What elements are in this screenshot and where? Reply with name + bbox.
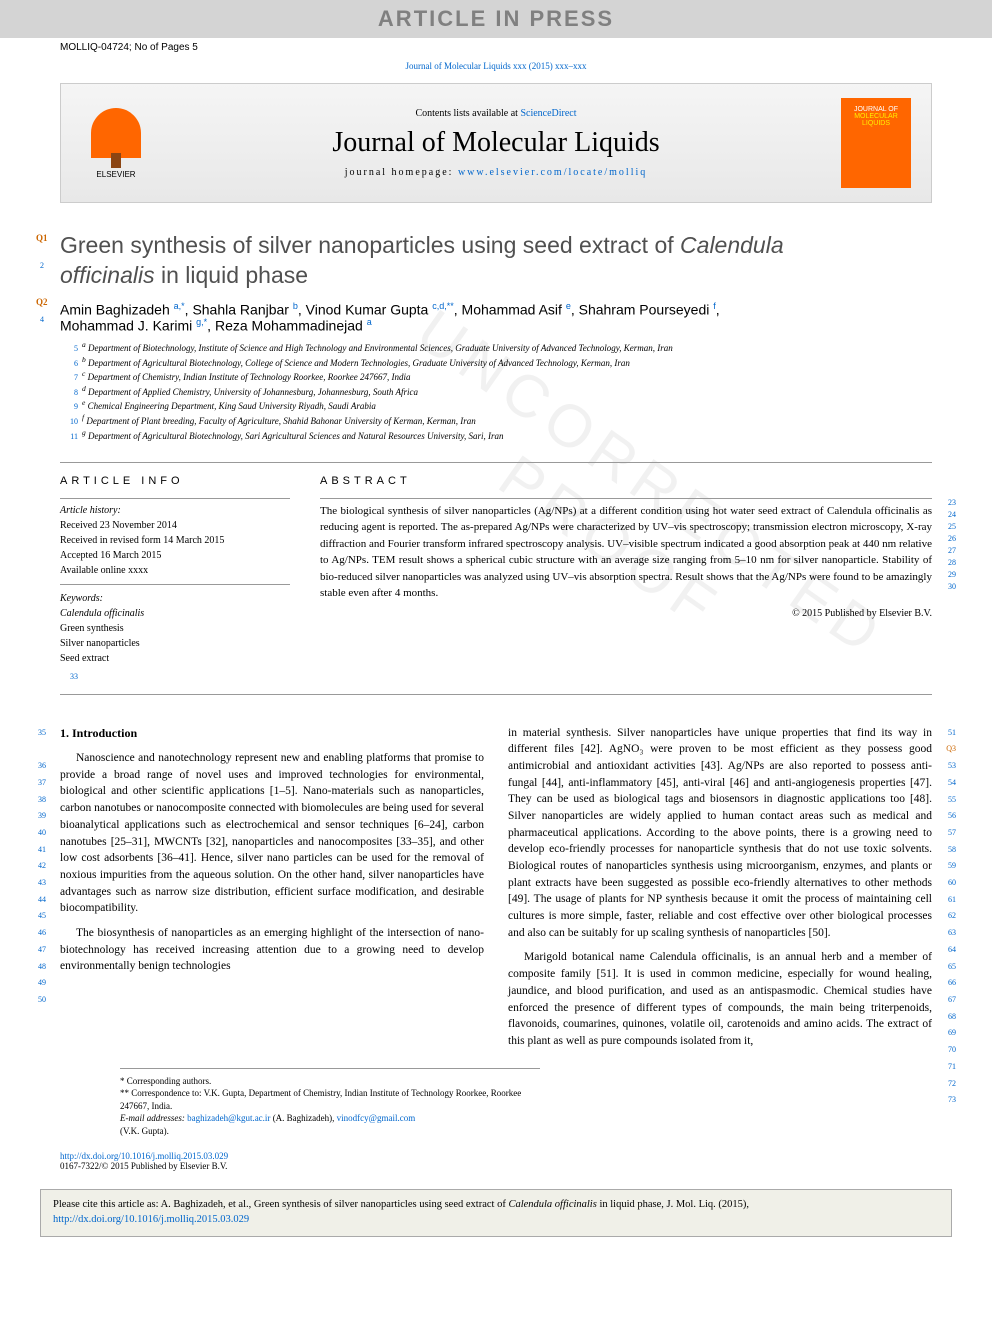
doi-block: http://dx.doi.org/10.1016/j.molliq.2015.… xyxy=(0,1143,992,1179)
email-link[interactable]: vinodfcy@gmail.com xyxy=(337,1113,416,1123)
paragraph: The biosynthesis of nanoparticles as an … xyxy=(60,925,484,975)
abstract-text: The biological synthesis of silver nanop… xyxy=(320,503,932,602)
homepage-link[interactable]: www.elsevier.com/locate/molliq xyxy=(458,167,647,178)
paragraph: Marigold botanical name Calendula offici… xyxy=(508,949,932,1049)
copyright-line: © 2015 Published by Elsevier B.V. xyxy=(320,606,932,621)
intro-heading: 1. Introduction xyxy=(60,725,484,742)
line-num: 4 xyxy=(40,315,44,324)
line-num: 2 xyxy=(40,261,44,270)
column-right: 51Q3535455565758596061626364656667686970… xyxy=(508,725,932,1058)
affiliations: 5a Department of Biotechnology, Institut… xyxy=(60,340,932,442)
divider xyxy=(60,462,932,463)
email-link[interactable]: baghizadeh@kgut.ac.ir xyxy=(187,1113,270,1123)
article-info-block: 12 1314151617 181920212231 ARTICLE INFO … xyxy=(60,473,290,666)
journal-banner: ELSEVIER Contents lists available at Sci… xyxy=(60,83,932,203)
column-left: 35 363738394041424344454647484950 1. Int… xyxy=(60,725,484,1058)
abstract-block: 2324252627282930 ABSTRACT The biological… xyxy=(320,473,932,666)
journal-cover-thumb: JOURNAL OF MOLECULAR LIQUIDS xyxy=(841,98,911,188)
elsevier-tree-icon xyxy=(91,108,141,158)
elsevier-text: ELSEVIER xyxy=(96,170,135,179)
homepage-line: journal homepage: www.elsevier.com/locat… xyxy=(151,167,841,178)
footnotes: * Corresponding authors. ** Corresponden… xyxy=(120,1068,540,1144)
article-in-press-banner: ARTICLE IN PRESS xyxy=(0,0,992,38)
document-id: MOLLIQ-04724; No of Pages 5 xyxy=(60,42,198,53)
contents-line: Contents lists available at ScienceDirec… xyxy=(151,108,841,119)
paragraph: Nanoscience and nanotechnology represent… xyxy=(60,750,484,917)
sciencedirect-link[interactable]: ScienceDirect xyxy=(520,108,576,119)
citation-doi-link[interactable]: http://dx.doi.org/10.1016/j.molliq.2015.… xyxy=(53,1214,249,1225)
q2-marker: Q2 xyxy=(36,297,48,307)
authors-list: Amin Baghizadeh a,*, Shahla Ranjbar b, V… xyxy=(60,301,932,334)
journal-ref-link[interactable]: Journal of Molecular Liquids xxx (2015) … xyxy=(406,61,587,71)
doi-link[interactable]: http://dx.doi.org/10.1016/j.molliq.2015.… xyxy=(60,1151,228,1161)
citation-box: Please cite this article as: A. Baghizad… xyxy=(40,1189,952,1236)
elsevier-logo: ELSEVIER xyxy=(81,103,151,183)
abstract-heading: ABSTRACT xyxy=(320,473,932,490)
divider xyxy=(60,694,932,695)
paragraph: in material synthesis. Silver nanopartic… xyxy=(508,725,932,942)
journal-title: Journal of Molecular Liquids xyxy=(151,127,841,159)
body-text: 35 363738394041424344454647484950 1. Int… xyxy=(0,705,992,1068)
article-title: Green synthesis of silver nanoparticles … xyxy=(60,231,932,291)
article-info-heading: ARTICLE INFO xyxy=(60,473,290,490)
q1-marker: Q1 xyxy=(36,233,48,243)
